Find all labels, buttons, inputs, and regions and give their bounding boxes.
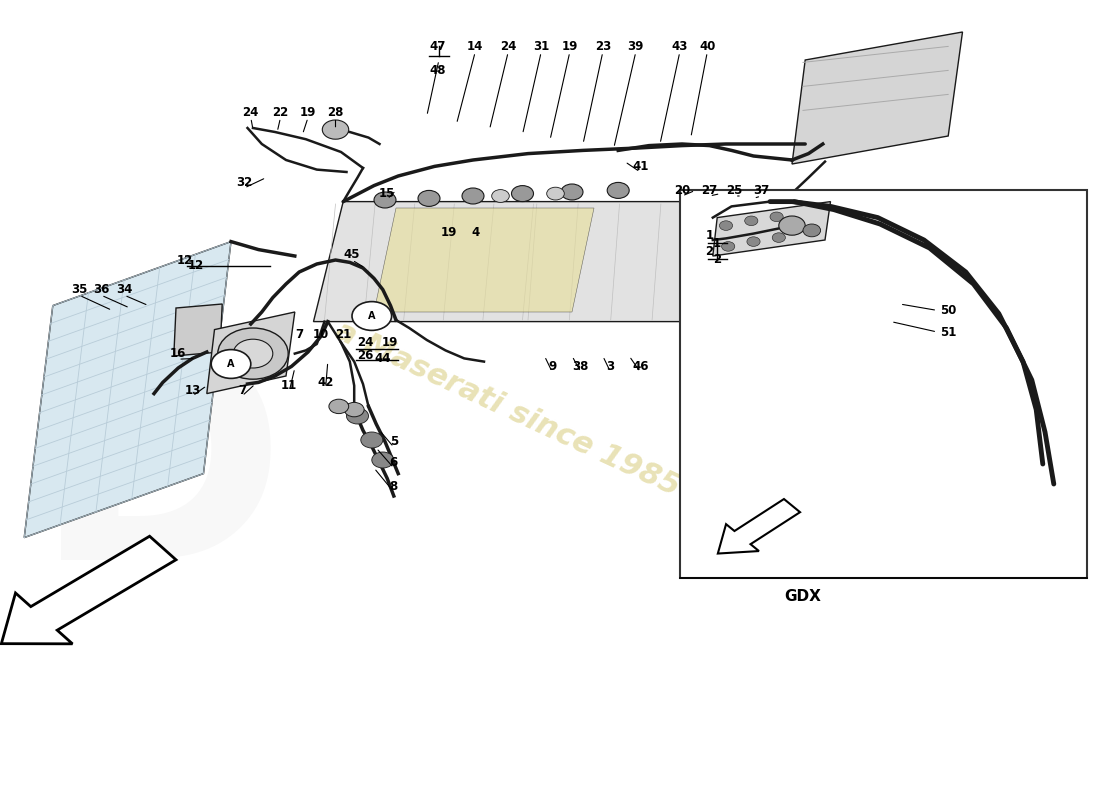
Circle shape xyxy=(329,399,349,414)
Polygon shape xyxy=(682,246,735,338)
Text: 47: 47 xyxy=(430,40,446,53)
Polygon shape xyxy=(174,304,222,356)
Circle shape xyxy=(697,280,719,296)
FancyArrow shape xyxy=(1,536,176,644)
Text: 45: 45 xyxy=(343,248,361,261)
Text: 24: 24 xyxy=(358,336,373,349)
Text: 19: 19 xyxy=(441,226,456,238)
Text: 7: 7 xyxy=(295,328,304,341)
Text: 48: 48 xyxy=(429,64,447,77)
Circle shape xyxy=(779,216,805,235)
Text: 43: 43 xyxy=(672,40,688,53)
Circle shape xyxy=(418,190,440,206)
Text: 16: 16 xyxy=(170,347,186,360)
Text: 38: 38 xyxy=(573,360,588,373)
Text: 13: 13 xyxy=(185,384,200,397)
Text: 10: 10 xyxy=(314,328,329,341)
Text: a Maserati since 1985: a Maserati since 1985 xyxy=(330,316,684,502)
Text: 15: 15 xyxy=(379,187,395,200)
Text: 51: 51 xyxy=(940,326,956,338)
Text: 37: 37 xyxy=(754,184,769,197)
Text: 40: 40 xyxy=(700,40,715,53)
Circle shape xyxy=(803,224,821,237)
Circle shape xyxy=(218,328,288,379)
Circle shape xyxy=(344,402,364,417)
Circle shape xyxy=(547,187,564,200)
Text: 34: 34 xyxy=(117,283,132,296)
Polygon shape xyxy=(207,312,295,394)
Text: 4: 4 xyxy=(471,226,480,238)
Polygon shape xyxy=(314,202,754,322)
Text: 46: 46 xyxy=(631,360,648,373)
Text: 22: 22 xyxy=(273,106,288,118)
Circle shape xyxy=(695,242,722,262)
Circle shape xyxy=(607,182,629,198)
Text: 2: 2 xyxy=(713,253,722,266)
Text: A: A xyxy=(368,311,375,321)
Text: 6: 6 xyxy=(389,456,398,469)
FancyArrow shape xyxy=(718,499,800,554)
Text: 11: 11 xyxy=(282,379,297,392)
Text: 19: 19 xyxy=(382,336,397,349)
Text: 39: 39 xyxy=(628,40,643,53)
Text: D: D xyxy=(33,327,287,624)
Circle shape xyxy=(462,188,484,204)
Text: 19: 19 xyxy=(562,40,578,53)
Circle shape xyxy=(561,184,583,200)
Text: 5: 5 xyxy=(389,435,398,448)
Text: 1: 1 xyxy=(713,237,722,250)
Text: A: A xyxy=(228,359,234,369)
FancyBboxPatch shape xyxy=(680,190,1087,578)
Circle shape xyxy=(361,432,383,448)
Text: 25: 25 xyxy=(727,184,742,197)
Circle shape xyxy=(352,302,392,330)
Text: 7: 7 xyxy=(238,384,246,397)
Polygon shape xyxy=(792,32,962,164)
Circle shape xyxy=(747,237,760,246)
Text: 32: 32 xyxy=(236,176,252,189)
Text: 28: 28 xyxy=(328,106,343,118)
Text: 42: 42 xyxy=(318,376,333,389)
Text: 44: 44 xyxy=(374,352,392,365)
Text: 2: 2 xyxy=(705,245,714,258)
Circle shape xyxy=(492,190,509,202)
Text: 12: 12 xyxy=(177,254,192,266)
Circle shape xyxy=(346,408,368,424)
Circle shape xyxy=(770,212,783,222)
Text: 19: 19 xyxy=(300,106,316,118)
Polygon shape xyxy=(713,202,830,256)
Text: 24: 24 xyxy=(243,106,258,118)
Text: 31: 31 xyxy=(534,40,549,53)
Text: 8: 8 xyxy=(389,480,398,493)
Text: 24: 24 xyxy=(500,40,516,53)
Circle shape xyxy=(322,120,349,139)
Polygon shape xyxy=(374,208,594,312)
Circle shape xyxy=(372,452,394,468)
Circle shape xyxy=(512,186,534,202)
Text: 36: 36 xyxy=(94,283,109,296)
Circle shape xyxy=(772,233,785,242)
Circle shape xyxy=(722,242,735,251)
Text: GDX: GDX xyxy=(784,589,822,604)
Text: 35: 35 xyxy=(72,283,87,296)
Circle shape xyxy=(745,216,758,226)
Polygon shape xyxy=(24,242,231,538)
Text: 20: 20 xyxy=(674,184,690,197)
Text: 12: 12 xyxy=(188,259,204,272)
Text: 27: 27 xyxy=(702,184,717,197)
Text: since 1985: since 1985 xyxy=(748,294,912,390)
Text: 26: 26 xyxy=(358,350,373,362)
Text: 41: 41 xyxy=(632,160,648,173)
Text: 21: 21 xyxy=(336,328,351,341)
Circle shape xyxy=(211,350,251,378)
Circle shape xyxy=(719,221,733,230)
Text: 1: 1 xyxy=(705,229,714,242)
Text: 3: 3 xyxy=(606,360,615,373)
Text: 14: 14 xyxy=(468,40,483,53)
Text: 23: 23 xyxy=(595,40,610,53)
Text: 9: 9 xyxy=(548,360,557,373)
Circle shape xyxy=(233,339,273,368)
Circle shape xyxy=(374,192,396,208)
Text: 50: 50 xyxy=(940,304,956,317)
